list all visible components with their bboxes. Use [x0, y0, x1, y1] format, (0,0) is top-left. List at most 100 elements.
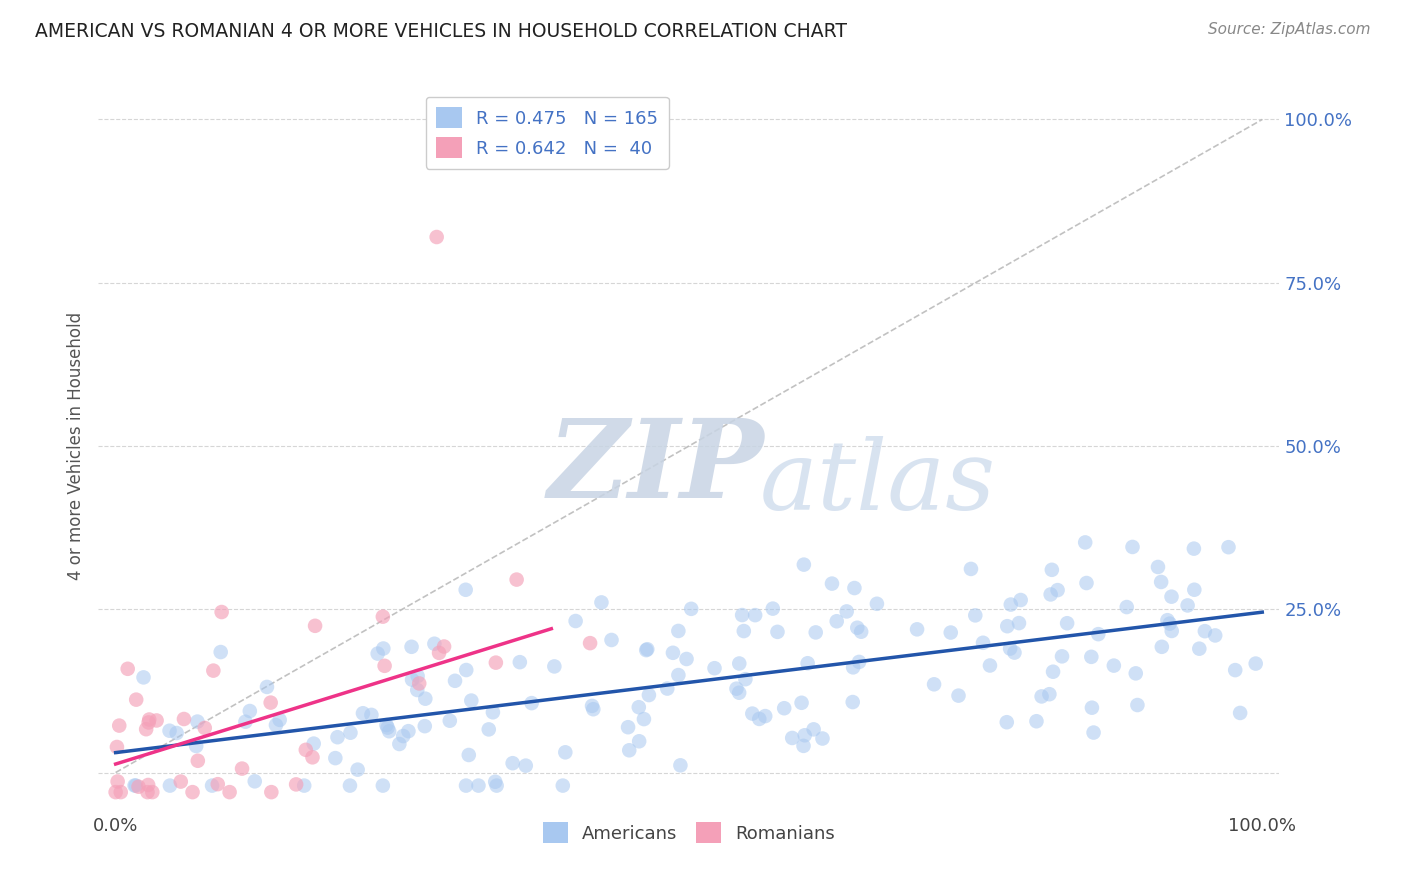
Point [780, 731, 803, 745]
Point [301, 750, 323, 764]
Point [433, 640, 456, 654]
Point [509, 655, 531, 669]
Point [260, 785, 283, 799]
Text: AMERICAN VS ROMANIAN 4 OR MORE VEHICLES IN HOUSEHOLD CORRELATION CHART: AMERICAN VS ROMANIAN 4 OR MORE VEHICLES … [35, 22, 848, 41]
Point [243, 774, 266, 789]
Point [657, 681, 679, 696]
Point [108, 718, 131, 732]
Point [371, 779, 394, 793]
Point [1194, 624, 1216, 639]
Point [426, 230, 449, 244]
Point [1225, 663, 1247, 677]
Point [995, 715, 1018, 730]
Point [117, 662, 139, 676]
Point [439, 714, 461, 728]
Point [401, 640, 423, 654]
Point [1056, 616, 1078, 631]
Point [159, 779, 181, 793]
Point [1182, 582, 1205, 597]
Point [1188, 641, 1211, 656]
Point [636, 643, 658, 657]
Point [135, 722, 157, 736]
Point [128, 780, 150, 794]
Point [239, 704, 262, 718]
Point [1087, 627, 1109, 641]
Point [734, 672, 756, 686]
Point [392, 729, 415, 743]
Point [733, 624, 755, 638]
Point [1121, 540, 1143, 554]
Point [619, 743, 641, 757]
Point [346, 763, 368, 777]
Point [1182, 541, 1205, 556]
Point [762, 601, 785, 615]
Point [457, 747, 479, 762]
Point [803, 723, 825, 737]
Point [741, 706, 763, 721]
Point [662, 646, 685, 660]
Point [905, 623, 928, 637]
Point [866, 597, 889, 611]
Point [844, 581, 866, 595]
Point [1204, 628, 1226, 642]
Point [132, 670, 155, 684]
Legend: Americans, Romanians: Americans, Romanians [536, 815, 842, 850]
Point [339, 725, 361, 739]
Point [187, 754, 209, 768]
Point [627, 700, 650, 714]
Point [260, 696, 283, 710]
Point [796, 657, 818, 671]
Point [849, 624, 872, 639]
Point [484, 774, 506, 789]
Point [1102, 658, 1125, 673]
Point [703, 661, 725, 675]
Point [264, 718, 287, 732]
Point [669, 758, 692, 772]
Point [766, 624, 789, 639]
Point [628, 734, 651, 748]
Point [675, 652, 697, 666]
Point [456, 663, 478, 677]
Point [731, 608, 754, 623]
Point [582, 702, 605, 716]
Point [454, 582, 477, 597]
Point [373, 641, 395, 656]
Point [979, 658, 1001, 673]
Point [948, 689, 970, 703]
Point [744, 608, 766, 623]
Point [666, 624, 689, 638]
Point [591, 595, 613, 609]
Point [995, 619, 1018, 633]
Point [413, 719, 436, 733]
Point [401, 673, 423, 687]
Point [186, 714, 208, 729]
Point [124, 779, 146, 793]
Point [1147, 560, 1170, 574]
Point [125, 779, 148, 793]
Point [202, 664, 225, 678]
Point [1160, 624, 1182, 638]
Point [145, 714, 167, 728]
Point [1081, 700, 1104, 714]
Text: ZIP: ZIP [547, 414, 763, 522]
Point [371, 609, 394, 624]
Point [617, 720, 640, 734]
Point [201, 779, 224, 793]
Point [754, 709, 776, 723]
Point [1080, 649, 1102, 664]
Y-axis label: 4 or more Vehicles in Household: 4 or more Vehicles in Household [66, 312, 84, 580]
Point [728, 686, 751, 700]
Point [728, 657, 751, 671]
Point [388, 737, 411, 751]
Point [1150, 640, 1173, 654]
Point [138, 715, 160, 730]
Point [841, 695, 863, 709]
Point [1010, 593, 1032, 607]
Point [339, 779, 361, 793]
Point [326, 730, 349, 744]
Point [846, 621, 869, 635]
Point [972, 636, 994, 650]
Point [505, 573, 527, 587]
Point [170, 774, 193, 789]
Point [581, 698, 603, 713]
